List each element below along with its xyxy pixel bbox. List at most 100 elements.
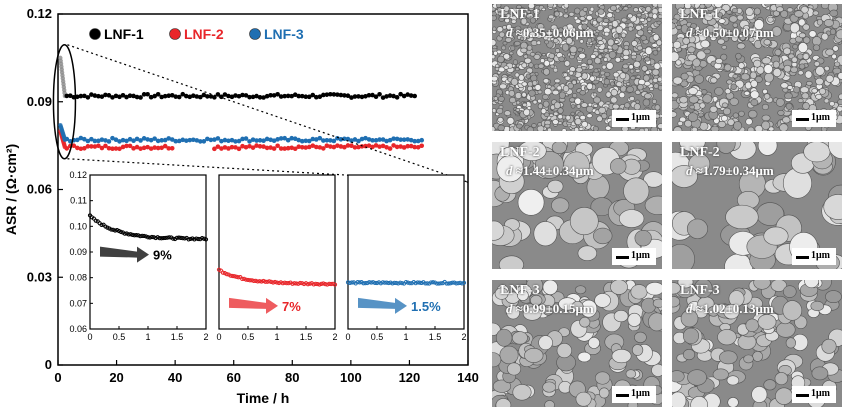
data-point (243, 93, 249, 98)
series-lnf-1 (58, 55, 418, 100)
inset-data-point (178, 235, 183, 240)
data-point (176, 138, 182, 144)
data-point (250, 137, 256, 142)
data-point (233, 145, 238, 150)
data-point (229, 94, 235, 100)
data-point (92, 93, 98, 98)
data-point (363, 135, 368, 141)
data-point (366, 143, 372, 148)
data-point (127, 93, 133, 98)
data-point (373, 94, 379, 100)
data-point (303, 145, 309, 150)
inset-data-point (265, 279, 270, 284)
inset-lnf-3: 0 0.5 1 1.5 2 1.5% (345, 174, 467, 342)
inset-data-point (272, 279, 278, 285)
data-point (82, 93, 87, 99)
data-point (317, 135, 323, 141)
inset-data-point (430, 280, 436, 285)
data-point (68, 93, 73, 98)
data-point (401, 145, 407, 150)
inset-data-point (276, 280, 282, 286)
data-point (328, 144, 333, 149)
data-point (194, 94, 200, 99)
inset-data-point (259, 279, 264, 284)
data-point (317, 94, 323, 100)
data-point (96, 93, 101, 99)
sem-grain-size: d ≈1.44±0.34μm (506, 163, 594, 179)
sem-panel: LNF-1 d ≈0.50±0.07μm 1μm (672, 4, 842, 131)
scale-bar-label: 1μm (811, 388, 830, 399)
data-point (134, 144, 140, 150)
data-point (289, 145, 295, 151)
main-axes: 0 20 40 60 80 100 120 14000.030.060.090.12Time … (3, 6, 479, 406)
data-point (264, 93, 270, 99)
data-point (268, 137, 273, 143)
data-point (85, 95, 91, 100)
data-point (328, 138, 333, 143)
sem-sample-label: LNF-3 (500, 283, 540, 298)
data-point (299, 144, 305, 150)
data-point (222, 137, 228, 143)
inset-data-point (367, 280, 372, 285)
data-point (127, 136, 133, 142)
data-point (356, 138, 361, 144)
data-point (250, 94, 256, 100)
inset-data-point (161, 235, 166, 241)
data-point (215, 144, 221, 149)
data-point (162, 93, 168, 99)
inset-data-point (317, 282, 322, 287)
data-point (338, 144, 344, 149)
inset-data-point (122, 231, 127, 236)
inset-data-point (93, 218, 98, 223)
inset-data-point (200, 236, 205, 241)
legend-label: LNF-3 (264, 26, 304, 42)
data-point (285, 93, 291, 99)
data-point (359, 94, 365, 100)
inset-x-tick-label: 2 (203, 332, 208, 342)
scale-bar-line (796, 118, 809, 121)
data-point (254, 143, 259, 148)
data-point (303, 94, 309, 100)
data-point (240, 143, 245, 149)
inset-data-point (182, 236, 187, 241)
inset-data-point (355, 279, 360, 285)
inset-data-point (294, 281, 299, 286)
data-point (138, 138, 143, 143)
inset-data-point (99, 222, 104, 228)
data-point (117, 139, 122, 144)
data-point (106, 139, 112, 144)
inset-data-point (149, 234, 154, 240)
inset-data-point (456, 281, 461, 286)
data-point (391, 136, 396, 141)
inset-data-point (446, 281, 451, 286)
sem-grain-size-symbol: d (506, 25, 513, 40)
inset-x-tick-label: 1 (145, 332, 150, 342)
data-point (198, 139, 203, 144)
data-point (408, 137, 414, 143)
data-point (271, 146, 277, 151)
data-point (275, 137, 280, 142)
data-point (314, 137, 319, 142)
data-point (103, 92, 108, 98)
inset-data-point (180, 235, 185, 241)
inset-data-point (371, 280, 376, 285)
data-point (208, 137, 214, 143)
inset-data-point (263, 279, 268, 284)
inset-data-point (405, 280, 411, 285)
data-point (314, 94, 319, 100)
sem-grain-size-value: ≈1.02±0.13μm (692, 301, 774, 316)
inset-data-point (394, 280, 399, 286)
inset-data-point (284, 281, 289, 286)
data-point (342, 93, 347, 98)
series-lnf-3 (58, 122, 425, 144)
inset-data-point (452, 280, 457, 285)
data-point (64, 136, 70, 142)
data-point (222, 145, 228, 150)
inset-data-point (194, 236, 199, 241)
data-point (75, 145, 80, 151)
data-point (331, 138, 337, 144)
data-point (285, 137, 291, 143)
data-point (271, 93, 277, 98)
data-point (356, 144, 361, 150)
data-point (366, 92, 372, 98)
